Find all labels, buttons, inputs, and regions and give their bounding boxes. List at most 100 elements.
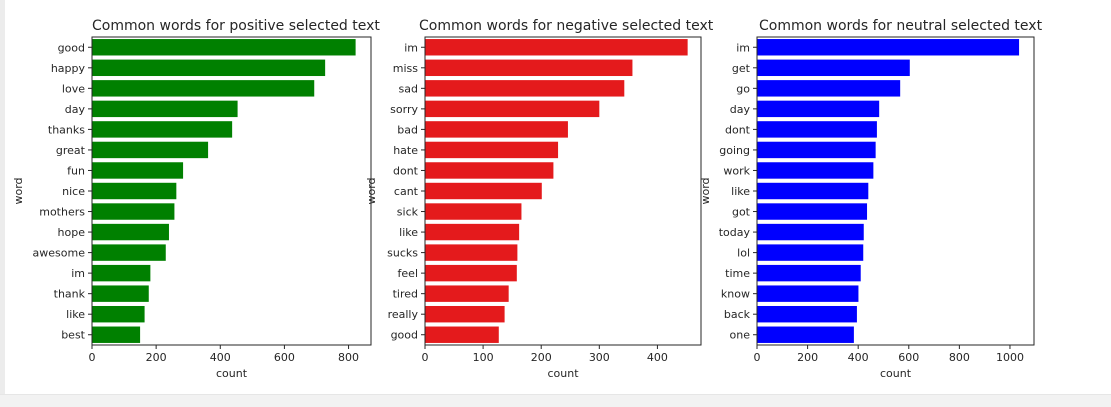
y-tick-label: thank bbox=[54, 288, 86, 301]
x-tick-label: 300 bbox=[589, 351, 610, 364]
x-tick-label: 800 bbox=[949, 351, 970, 364]
y-axis-label: word bbox=[12, 177, 25, 204]
x-tick-label: 0 bbox=[89, 351, 96, 364]
x-tick-label: 400 bbox=[647, 351, 668, 364]
y-tick-label: mothers bbox=[39, 206, 85, 219]
y-tick-label: best bbox=[61, 329, 85, 342]
x-tick-label: 800 bbox=[338, 351, 359, 364]
chart-title: Common words for negative selected text bbox=[419, 18, 714, 34]
bar-tired bbox=[425, 285, 509, 302]
x-tick-label: 100 bbox=[473, 351, 494, 364]
x-tick-label: 200 bbox=[146, 351, 167, 364]
bar-mothers bbox=[92, 203, 175, 220]
bar-know bbox=[757, 285, 859, 302]
bar-work bbox=[757, 162, 874, 179]
y-tick-label: really bbox=[388, 308, 419, 321]
bar-sick bbox=[425, 203, 522, 220]
y-tick-label: work bbox=[723, 164, 750, 177]
bar-get bbox=[757, 59, 910, 77]
x-tick-label: 0 bbox=[422, 351, 429, 364]
bar-back bbox=[757, 305, 857, 323]
y-axis-label: word bbox=[365, 177, 378, 204]
y-tick-label: lol bbox=[737, 247, 750, 260]
y-tick-label: bad bbox=[397, 123, 418, 136]
bar-dont bbox=[757, 121, 877, 138]
bar-like bbox=[92, 305, 145, 323]
bar-im bbox=[425, 39, 688, 56]
chart-title: Common words for neutral selected text bbox=[759, 18, 1043, 34]
notebook-cell-border bbox=[0, 0, 5, 407]
x-axis-label: count bbox=[547, 367, 579, 380]
bar-cant bbox=[425, 182, 542, 200]
bar-great bbox=[92, 141, 209, 159]
bar-time bbox=[757, 264, 861, 282]
y-tick-label: tired bbox=[393, 288, 418, 301]
y-tick-label: know bbox=[721, 288, 750, 301]
y-tick-label: going bbox=[719, 144, 750, 157]
x-tick-label: 600 bbox=[274, 351, 295, 364]
y-tick-label: happy bbox=[51, 62, 86, 75]
y-tick-label: dont bbox=[393, 164, 419, 177]
x-tick-label: 0 bbox=[754, 351, 761, 364]
y-tick-label: day bbox=[730, 103, 751, 116]
bar-one bbox=[757, 326, 854, 343]
y-tick-label: sucks bbox=[387, 247, 418, 260]
y-tick-label: great bbox=[56, 144, 86, 157]
bar-go bbox=[757, 80, 901, 97]
y-tick-label: get bbox=[732, 62, 751, 75]
y-tick-label: im bbox=[404, 41, 418, 54]
y-tick-label: one bbox=[730, 329, 751, 342]
bar-lol bbox=[757, 244, 864, 261]
chart-neutral: Common words for neutral selected text im… bbox=[699, 18, 1043, 380]
bar-fun bbox=[92, 162, 184, 179]
bar-good bbox=[92, 39, 356, 56]
x-axis-label: count bbox=[880, 367, 912, 380]
bar-nice bbox=[92, 182, 177, 200]
x-tick-label: 1000 bbox=[996, 351, 1024, 364]
x-tick-label: 400 bbox=[210, 351, 231, 364]
bar-day bbox=[757, 100, 880, 118]
y-tick-label: thanks bbox=[48, 123, 85, 136]
bar-best bbox=[92, 326, 141, 343]
chart-title: Common words for positive selected text bbox=[92, 18, 380, 34]
bar-happy bbox=[92, 59, 326, 77]
y-tick-label: feel bbox=[398, 267, 418, 280]
y-tick-label: like bbox=[731, 185, 750, 198]
y-tick-label: sorry bbox=[390, 103, 418, 116]
y-tick-label: awesome bbox=[33, 247, 86, 260]
bar-today bbox=[757, 223, 864, 241]
bar-awesome bbox=[92, 244, 166, 261]
y-tick-label: like bbox=[66, 308, 85, 321]
bar-like bbox=[425, 223, 520, 241]
bar-got bbox=[757, 203, 868, 220]
bar-feel bbox=[425, 264, 517, 282]
bar-hate bbox=[425, 141, 559, 159]
bar-sucks bbox=[425, 244, 518, 261]
y-tick-label: sick bbox=[397, 206, 419, 219]
y-tick-label: good bbox=[58, 41, 85, 54]
axes-frame bbox=[424, 36, 702, 346]
bar-im bbox=[757, 39, 1020, 56]
bar-sad bbox=[425, 80, 625, 97]
bar-thank bbox=[92, 285, 149, 302]
chart-positive: Common words for positive selected text g… bbox=[12, 18, 380, 380]
x-tick-label: 200 bbox=[797, 351, 818, 364]
bar-good bbox=[425, 326, 499, 343]
bar-thanks bbox=[92, 121, 233, 138]
y-tick-label: got bbox=[732, 206, 751, 219]
y-tick-label: time bbox=[725, 267, 750, 280]
x-tick-label: 400 bbox=[848, 351, 869, 364]
horizontal-scrollbar[interactable] bbox=[0, 394, 1111, 407]
axes-frame bbox=[756, 36, 1035, 346]
y-tick-label: back bbox=[724, 308, 751, 321]
y-tick-label: dont bbox=[725, 123, 751, 136]
x-tick-label: 200 bbox=[531, 351, 552, 364]
y-tick-label: good bbox=[391, 329, 418, 342]
bar-dont bbox=[425, 162, 554, 179]
y-axis-label: word bbox=[699, 177, 712, 204]
y-tick-label: nice bbox=[62, 185, 85, 198]
bar-love bbox=[92, 80, 315, 97]
axes-frame bbox=[91, 36, 372, 346]
x-tick-label: 600 bbox=[898, 351, 919, 364]
